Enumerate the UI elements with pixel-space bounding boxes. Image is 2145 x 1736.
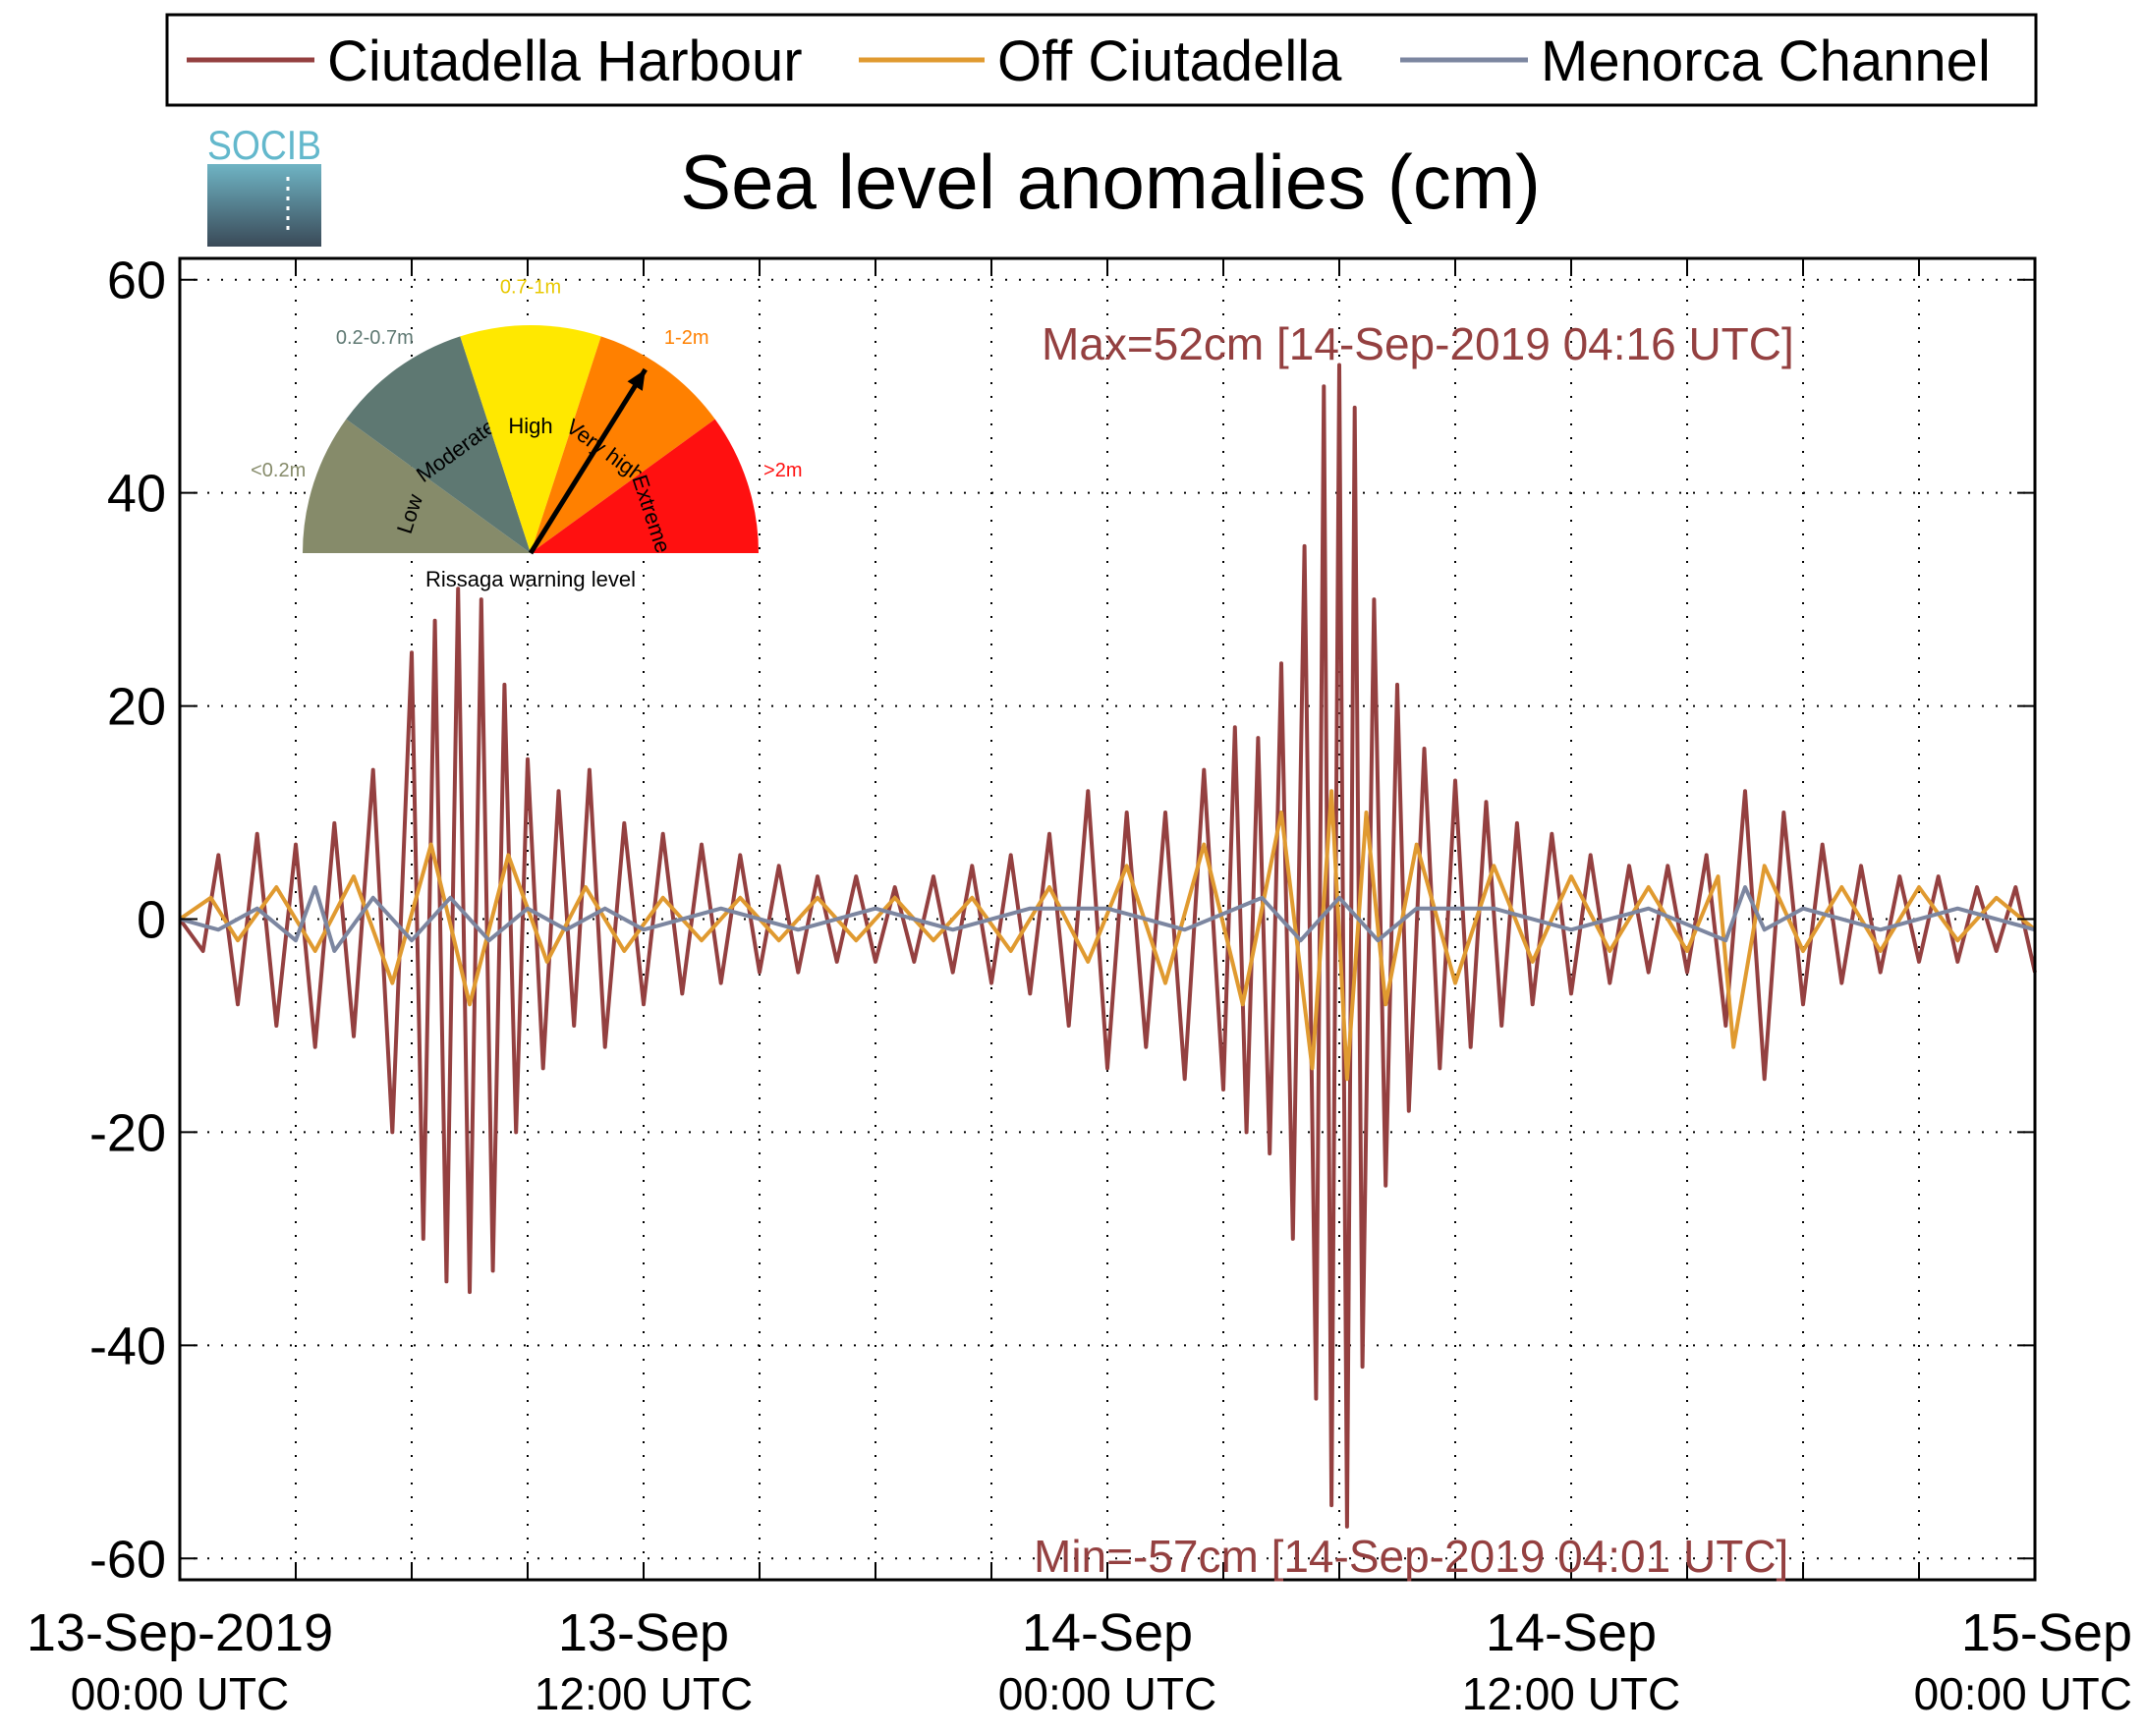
y-tick-label: 40: [107, 465, 166, 524]
x-tick-labels: 13-Sep-2019 00:00 UTC 13-Sep 12:00 UTC 14-Se…: [27, 1603, 2132, 1719]
series-line-menorca-channel: [179, 885, 2036, 953]
gauge-range-label: >2m: [763, 460, 802, 481]
axis-ticks: [179, 258, 2036, 1580]
legend: Ciutadella Harbour Off Ciutadella Menorc…: [165, 13, 2038, 107]
x-tick-label-date: 13-Sep-2019: [27, 1603, 333, 1662]
x-tick-label-time: 12:00 UTC: [1462, 1668, 1680, 1719]
legend-box: [165, 13, 2038, 107]
x-tick-label-time: 00:00 UTC: [998, 1668, 1216, 1719]
x-tick-label-time: 12:00 UTC: [535, 1668, 753, 1719]
x-tick-label-date: 15-Sep: [1961, 1603, 2132, 1662]
chart-title: Sea level anomalies (cm): [680, 139, 1541, 225]
y-tick-label: -40: [89, 1316, 166, 1375]
gauge-range-label: 0.2-0.7m: [336, 327, 414, 349]
y-tick-label: 20: [107, 678, 166, 737]
gauge-sector-extreme: [531, 419, 759, 553]
gauge-sector-very-high: [531, 336, 715, 553]
y-tick-labels: 60 40 20 0 -20 -40 -60: [89, 252, 166, 1590]
gauge-sector-name: High: [508, 414, 552, 438]
socib-logo-block: [207, 164, 321, 247]
x-tick-label-date: 13-Sep: [558, 1603, 729, 1662]
x-tick-label-time: 00:00 UTC: [71, 1668, 289, 1719]
x-tick-label-date: 14-Sep: [1486, 1603, 1657, 1662]
gauge-range-label: <0.2m: [251, 460, 306, 481]
series-line-off-ciutadella: [178, 789, 2037, 1082]
gauge-pointer-head: [627, 369, 646, 391]
gauge-range-label: 0.7-1m: [500, 276, 561, 298]
socib-logo: SOCIB: [207, 122, 321, 247]
legend-label-ciutadella-harbour: Ciutadella Harbour: [327, 29, 803, 93]
gauge-range-label: 1-2m: [664, 327, 709, 349]
data-series: [178, 363, 2037, 1529]
x-tick-label-time: 00:00 UTC: [1914, 1668, 2132, 1719]
socib-logo-text: SOCIB: [207, 122, 321, 168]
gauge-sector-moderate: [346, 336, 531, 553]
gauge-title: Rissaga warning level: [425, 567, 636, 591]
x-tick-label-date: 14-Sep: [1022, 1603, 1193, 1662]
gauge-pointer: [528, 367, 648, 555]
min-annotation: Min=-57cm [14-Sep-2019 04:01 UTC]: [1034, 1531, 1788, 1582]
gauge-sector-low: [303, 419, 531, 553]
y-tick-label: -60: [89, 1530, 166, 1589]
legend-label-menorca-channel: Menorca Channel: [1541, 29, 1991, 93]
legend-label-off-ciutadella: Off Ciutadella: [997, 29, 1342, 93]
gauge-sector-high: [460, 324, 601, 553]
y-tick-label: 0: [137, 891, 166, 950]
y-tick-label: 60: [107, 252, 166, 310]
max-annotation: Max=52cm [14-Sep-2019 04:16 UTC]: [1042, 318, 1794, 369]
y-tick-label: -20: [89, 1103, 166, 1162]
